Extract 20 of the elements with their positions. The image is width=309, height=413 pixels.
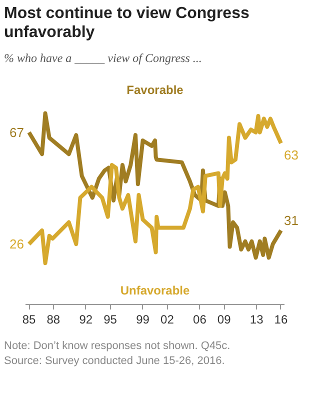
- data-label: 67: [10, 124, 24, 140]
- x-tick-label: 16: [274, 312, 288, 326]
- text: Favorable: [126, 83, 184, 98]
- x-tick-label: 13: [250, 312, 264, 326]
- x-tick-label: 88: [46, 312, 60, 326]
- source-note: Source: Survey conducted June 15-26, 2016.: [4, 354, 226, 369]
- text: Unfavorable: [120, 283, 190, 298]
- chart-title: Most continue to view Congress unfavorably: [4, 4, 250, 42]
- x-tick-label: 85: [22, 312, 36, 326]
- x-tick-label: 92: [79, 312, 93, 326]
- x-tick-label: 02: [160, 312, 174, 326]
- x-tick-label: 95: [104, 312, 118, 326]
- data-label: 31: [284, 212, 298, 228]
- chart-subtitle: % who have a _____ view of Congress ...: [4, 50, 203, 67]
- x-tick-label: 09: [217, 312, 232, 326]
- data-label: 63: [284, 148, 298, 163]
- data-label: 26: [10, 236, 24, 252]
- text: Note: Don’t know responses not shown. Q45c.: [4, 339, 230, 354]
- x-tick-label: 06: [193, 312, 207, 326]
- x-tick-label: 99: [136, 312, 150, 326]
